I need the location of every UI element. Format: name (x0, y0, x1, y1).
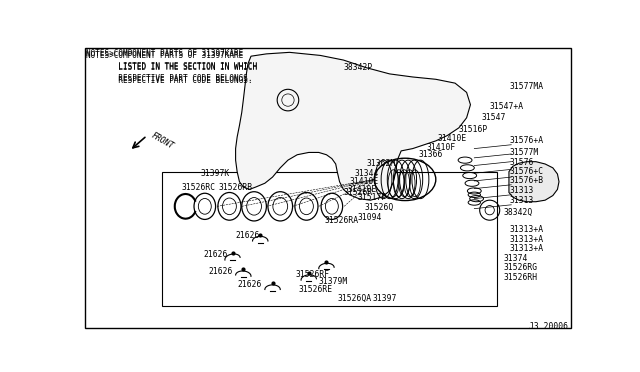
Text: 31576+C: 31576+C (509, 167, 544, 176)
Text: 31526RA: 31526RA (324, 216, 358, 225)
Text: 31313+A: 31313+A (509, 225, 544, 234)
Text: 31313: 31313 (509, 196, 534, 205)
Text: 31313: 31313 (509, 186, 534, 195)
Text: 31577MA: 31577MA (509, 83, 544, 92)
Text: 31410E: 31410E (348, 185, 376, 194)
Text: 31526RC: 31526RC (182, 183, 216, 192)
Text: 21626: 21626 (209, 267, 233, 276)
Text: 31410E: 31410E (349, 177, 379, 186)
Text: 31344: 31344 (355, 170, 380, 179)
Text: J3 20006: J3 20006 (529, 322, 568, 331)
Text: 31526RE: 31526RE (299, 285, 333, 294)
Polygon shape (236, 52, 470, 200)
Text: 31517P: 31517P (357, 193, 387, 202)
Text: 31577M: 31577M (509, 148, 539, 157)
Polygon shape (509, 162, 559, 202)
Text: 31397: 31397 (372, 294, 397, 303)
Text: 21626: 21626 (204, 250, 228, 259)
Text: 31094: 31094 (357, 214, 381, 222)
Text: 31547: 31547 (482, 113, 506, 122)
Bar (163, 172, 497, 307)
Text: 31516P: 31516P (459, 125, 488, 134)
Text: NOTES>COMPONENT PARTS OF 31397KARE
       LISTED IN THE SECTION IN WHICH
       : NOTES>COMPONENT PARTS OF 31397KARE LISTE… (86, 51, 257, 85)
Text: 31576: 31576 (509, 158, 534, 167)
Text: 38342P: 38342P (344, 63, 372, 72)
Text: FRONT: FRONT (149, 131, 175, 151)
Text: 31362M: 31362M (367, 160, 396, 169)
Text: 31526Q: 31526Q (365, 203, 394, 212)
Text: 31526RH: 31526RH (504, 273, 538, 282)
Text: 31576+B: 31576+B (509, 176, 544, 185)
Text: 31397K: 31397K (200, 170, 230, 179)
Text: 31547+A: 31547+A (490, 102, 524, 111)
Text: 21626: 21626 (236, 231, 260, 240)
Text: 31410F: 31410F (427, 142, 456, 151)
Text: 31526RB: 31526RB (218, 183, 253, 192)
Text: NOTES>COMPONENT PARTS OF 31397KARE
       LISTED IN THE SECTION IN WHICH
       : NOTES>COMPONENT PARTS OF 31397KARE LISTE… (86, 49, 257, 83)
Text: 31366: 31366 (419, 150, 444, 159)
Text: 31313+A: 31313+A (509, 235, 544, 244)
Text: 31379M: 31379M (319, 277, 348, 286)
Text: 31313+A: 31313+A (509, 244, 544, 253)
Text: 31576+A: 31576+A (509, 137, 544, 145)
Text: 31526RG: 31526RG (504, 263, 538, 272)
Text: 31526R: 31526R (344, 188, 372, 197)
Text: 21626: 21626 (237, 280, 262, 289)
Text: 38342Q: 38342Q (504, 208, 533, 217)
Text: 31410E: 31410E (437, 134, 467, 143)
Text: 31526QA: 31526QA (337, 294, 371, 303)
Text: 31526RF: 31526RF (296, 270, 330, 279)
Text: 31374: 31374 (504, 254, 528, 263)
